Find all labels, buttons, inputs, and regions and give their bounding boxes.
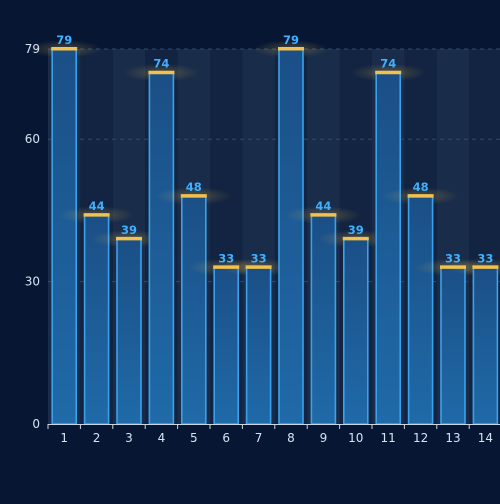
bar-cap xyxy=(278,47,304,51)
y-tick-label: 79 xyxy=(25,42,40,56)
y-tick-label: 0 xyxy=(32,417,40,431)
bar-value-label: 74 xyxy=(380,57,396,71)
bar-cap xyxy=(245,265,272,269)
bar[interactable] xyxy=(181,195,207,425)
bar-group[interactable]: 48 xyxy=(155,180,232,425)
x-tick-label: 12 xyxy=(413,431,428,445)
y-axis: 0 30 60 79 xyxy=(25,42,40,431)
bar[interactable] xyxy=(278,48,304,425)
bar[interactable] xyxy=(310,214,337,425)
bar-cap xyxy=(342,236,369,241)
bar[interactable] xyxy=(342,238,369,425)
bar-group[interactable]: 33 xyxy=(220,251,297,425)
bar-cap xyxy=(375,70,402,75)
x-tick-label: 11 xyxy=(381,431,396,445)
x-tick-label: 6 xyxy=(222,431,230,445)
x-axis: 1 2 3 4 5 6 7 8 9 10 11 12 13 14 xyxy=(47,424,500,445)
bar-group[interactable]: 33 xyxy=(447,251,500,425)
bar-group[interactable]: 39 xyxy=(91,223,167,425)
bar[interactable] xyxy=(148,71,175,425)
bar-group[interactable]: 79 xyxy=(253,33,329,425)
x-tick-label: 8 xyxy=(287,431,295,445)
bar[interactable] xyxy=(407,195,434,425)
bar-group[interactable]: 79 xyxy=(26,33,103,425)
bar-cap xyxy=(51,47,78,51)
bar-cap xyxy=(148,70,175,75)
x-tick-label: 3 xyxy=(125,431,133,445)
bar-group[interactable]: 74 xyxy=(350,57,427,425)
bar-value-label: 44 xyxy=(89,199,105,213)
x-tick-label: 1 xyxy=(60,431,68,445)
y-tick-label: 60 xyxy=(25,132,40,146)
x-tick-label: 4 xyxy=(158,431,166,445)
x-tick-label: 7 xyxy=(255,431,263,445)
bar[interactable] xyxy=(375,71,402,425)
bar[interactable] xyxy=(213,266,239,425)
bar-group[interactable]: 44 xyxy=(58,199,135,425)
x-tick-label: 9 xyxy=(320,431,328,445)
bar-cap xyxy=(472,265,499,269)
bar-cap xyxy=(310,213,337,217)
bar-cap xyxy=(83,213,110,217)
bar-group[interactable]: 74 xyxy=(123,57,200,425)
bar[interactable] xyxy=(440,266,466,425)
x-tick-label: 2 xyxy=(93,431,101,445)
bar-value-label: 79 xyxy=(283,33,299,47)
bar-value-label: 33 xyxy=(477,251,493,265)
bar[interactable] xyxy=(51,48,78,425)
bar[interactable] xyxy=(245,266,272,425)
bar-cap xyxy=(407,194,434,198)
bar-value-label: 74 xyxy=(153,57,169,71)
bar-value-label: 39 xyxy=(348,223,364,237)
bar[interactable] xyxy=(472,266,499,425)
bar[interactable] xyxy=(116,238,142,425)
y-tick-label: 30 xyxy=(25,275,40,289)
x-tick-label: 5 xyxy=(190,431,198,445)
bar-value-label: 48 xyxy=(413,180,429,194)
bar-value-label: 33 xyxy=(251,251,267,265)
bar-group[interactable]: 44 xyxy=(285,199,362,425)
bar-value-label: 44 xyxy=(315,199,331,213)
x-tick-label: 13 xyxy=(445,431,460,445)
bar-cap xyxy=(116,236,142,241)
x-tick-label: 10 xyxy=(348,431,363,445)
bar-group[interactable]: 48 xyxy=(382,180,459,425)
bar-cap xyxy=(180,194,207,198)
bar[interactable] xyxy=(83,214,110,425)
bar-group[interactable]: 39 xyxy=(317,223,394,425)
bar-value-label: 48 xyxy=(186,180,202,194)
x-tick-label: 14 xyxy=(478,431,493,445)
bar-value-label: 39 xyxy=(121,223,137,237)
bar-value-label: 79 xyxy=(56,33,72,47)
